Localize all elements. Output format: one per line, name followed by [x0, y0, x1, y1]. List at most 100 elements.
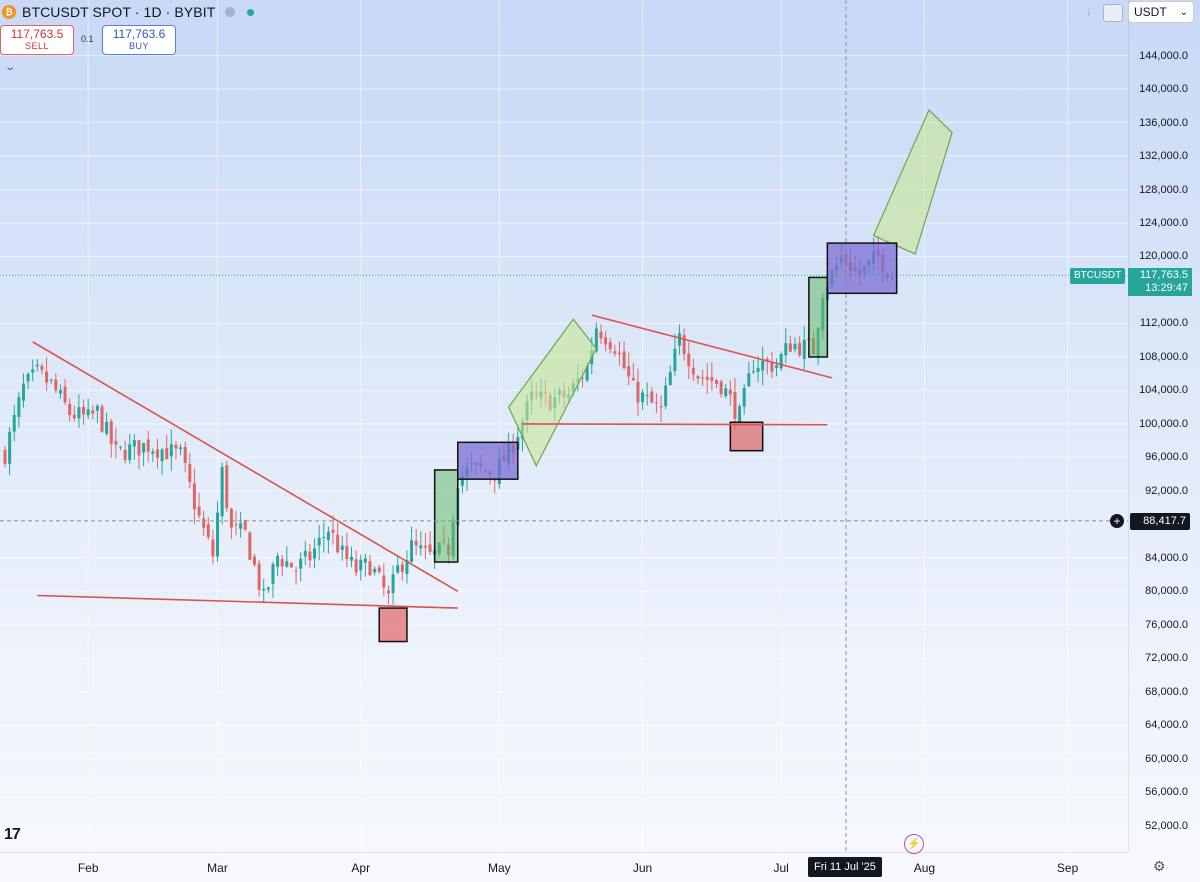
candle-body: [58, 389, 62, 394]
candle-body: [248, 532, 252, 560]
currency-select[interactable]: USDT ⌄: [1128, 1, 1194, 23]
candle-body: [345, 545, 349, 560]
candle-body: [594, 328, 598, 352]
candle-body: [155, 449, 159, 458]
projection-box: [872, 108, 953, 255]
candle-body: [636, 381, 640, 403]
symbol-price-tag: BTCUSDT: [1070, 268, 1126, 284]
candle-body: [340, 545, 344, 550]
refresh-icon[interactable]: [1103, 4, 1123, 22]
chevron-down-icon[interactable]: ⌄: [4, 62, 17, 73]
candle-body: [696, 376, 700, 379]
candle-body: [405, 559, 409, 575]
candle-body: [35, 364, 39, 367]
candle-body: [331, 529, 335, 533]
candle-body: [668, 372, 672, 386]
price-tick-label: 120,000.0: [1139, 250, 1188, 263]
price-tick-label: 72,000.0: [1145, 652, 1188, 665]
candle-body: [216, 512, 220, 557]
candle-body: [687, 353, 691, 367]
lightning-icon[interactable]: ⚡: [904, 834, 924, 854]
candle-body: [119, 446, 122, 448]
candle-body: [719, 381, 723, 394]
candle-body: [645, 394, 649, 396]
candle-body: [91, 410, 95, 414]
buy-price: 117,763.6: [112, 27, 166, 41]
time-tick-label: Jun: [632, 861, 653, 875]
candle-body: [733, 391, 737, 419]
candle-body: [386, 590, 390, 594]
tradingview-logo-icon[interactable]: 17: [4, 826, 21, 843]
candle-body: [373, 568, 377, 573]
crosshair-price-label: 88,417.7: [1130, 513, 1190, 530]
candle-body: [280, 559, 284, 567]
candle-body: [793, 343, 797, 350]
candle-body: [391, 574, 395, 594]
price-tick-label: 68,000.0: [1145, 685, 1188, 698]
candle-body: [765, 358, 769, 362]
candle-body: [382, 575, 386, 588]
candle-body: [410, 540, 414, 562]
candle-body: [266, 587, 270, 590]
bar-countdown: 13:29:47: [1145, 282, 1188, 294]
candle-body: [423, 545, 427, 548]
candle-body: [276, 555, 280, 567]
candle-body: [72, 414, 76, 419]
time-tick-label: Aug: [913, 861, 936, 875]
candle-body: [12, 415, 16, 432]
candle-body: [751, 371, 755, 373]
trendline: [522, 423, 828, 426]
candle-body: [197, 506, 201, 516]
candle-body: [243, 520, 247, 530]
candle-body: [326, 531, 330, 541]
guide-lines-layer: [0, 0, 1128, 852]
symbol-title[interactable]: BTCUSDT SPOT · 1D · BYBIT: [22, 4, 216, 20]
candle-body: [229, 508, 233, 528]
candle-body: [54, 379, 58, 391]
candle-body: [3, 450, 7, 465]
blue-zone-box: [457, 441, 519, 480]
candle-body: [581, 377, 584, 379]
price-tick-label: 60,000.0: [1145, 752, 1188, 765]
projection-box: [507, 318, 598, 468]
trendline: [32, 341, 459, 593]
candle-body: [132, 440, 136, 447]
sell-button[interactable]: 117,763.5 SELL: [0, 25, 74, 55]
candle-body: [710, 377, 714, 381]
time-tick-label: Mar: [207, 861, 228, 875]
gear-icon[interactable]: ⚙: [1153, 858, 1166, 874]
candle-body: [82, 406, 86, 415]
candle-body: [354, 559, 358, 573]
candle-body: [17, 397, 21, 417]
candle-body: [211, 539, 215, 557]
visibility-icon[interactable]: [225, 7, 236, 17]
candle-body: [257, 563, 261, 590]
candle-body: [299, 558, 303, 569]
price-tick-label: 100,000.0: [1139, 417, 1188, 430]
candle-body: [100, 406, 104, 432]
price-tick-label: 92,000.0: [1145, 484, 1188, 497]
chevron-down-icon: ⌄: [1179, 6, 1188, 18]
buy-button[interactable]: 117,763.6 BUY: [102, 25, 176, 55]
candle-body: [691, 367, 695, 375]
currency-value: USDT: [1134, 5, 1167, 19]
price-tick-label: 144,000.0: [1139, 49, 1188, 62]
arrow-down-icon[interactable]: ↓: [1086, 4, 1092, 18]
candle-body: [26, 373, 30, 382]
time-scale-border: [0, 852, 1128, 853]
add-alert-icon[interactable]: +: [1110, 514, 1124, 528]
candle-body: [599, 331, 603, 339]
candle-body: [192, 483, 196, 510]
candle-body: [428, 544, 432, 553]
candle-body: [359, 559, 363, 571]
candle-body: [160, 449, 164, 462]
sell-price: 117,763.5: [10, 27, 64, 41]
candle-body: [617, 352, 621, 355]
candle-body: [631, 378, 635, 381]
candle-body: [761, 360, 765, 371]
candle-body: [322, 537, 326, 539]
trendline: [37, 594, 458, 609]
candle-body: [585, 365, 589, 381]
candle-body: [742, 388, 746, 407]
